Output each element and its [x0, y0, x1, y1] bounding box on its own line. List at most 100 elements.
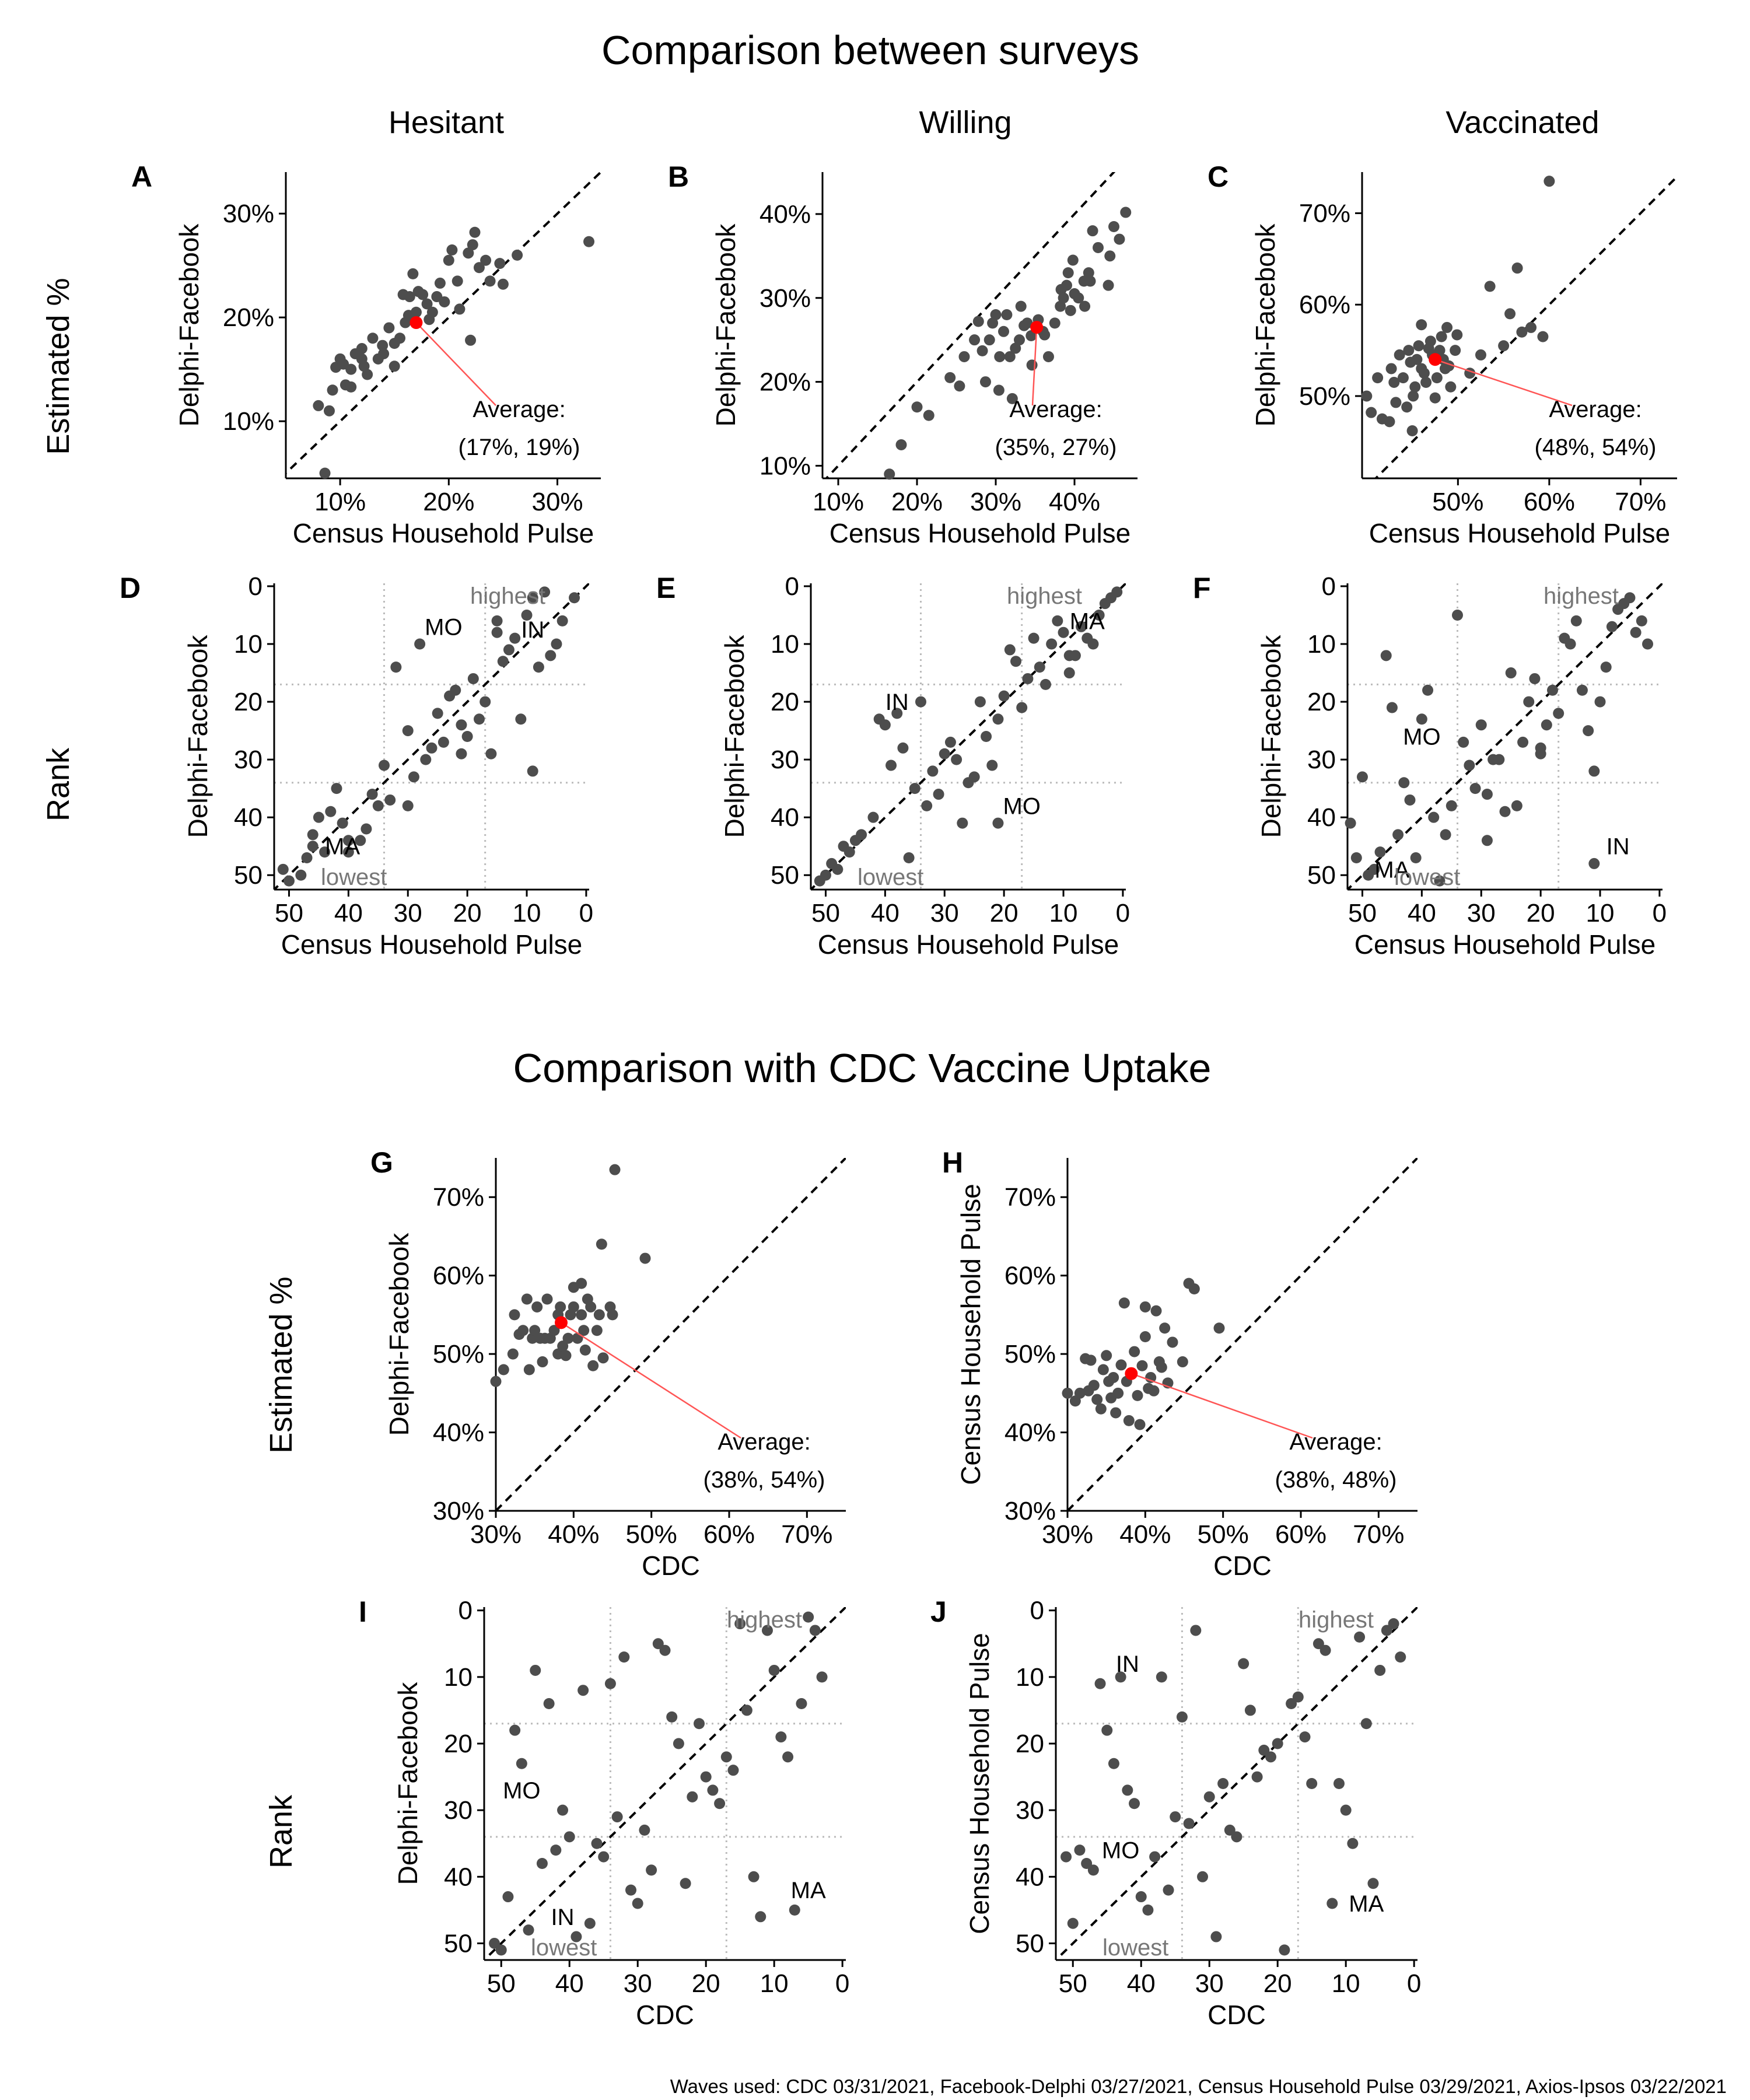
data-point: [491, 626, 503, 638]
data-point: [1084, 275, 1096, 287]
data-point: [408, 771, 419, 783]
corner-label-highest: highest: [1544, 583, 1619, 609]
data-point: [1010, 342, 1021, 354]
x-tick-label: 0: [1653, 899, 1667, 928]
x-tick-label: 30: [624, 1969, 652, 1998]
data-point: [1203, 1791, 1215, 1803]
data-point: [491, 615, 503, 626]
data-point: [345, 363, 357, 375]
data-point: [531, 1301, 543, 1312]
data-point: [485, 748, 497, 760]
data-point: [984, 334, 995, 346]
data-point: [1388, 376, 1400, 388]
data-point: [402, 800, 414, 811]
data-point: [879, 719, 891, 731]
data-point: [383, 322, 395, 334]
data-point: [323, 405, 335, 416]
data-point: [1016, 702, 1028, 713]
data-point: [545, 650, 556, 662]
x-tick-label: 60%: [704, 1520, 755, 1549]
average-leader-line: [1434, 359, 1573, 407]
data-point: [1156, 1362, 1167, 1373]
data-point: [1129, 1346, 1140, 1357]
data-point: [1445, 381, 1457, 393]
y-tick-label: 0: [1030, 1597, 1044, 1625]
data-point: [1231, 1831, 1242, 1843]
data-point: [1381, 1625, 1392, 1636]
data-point: [366, 789, 378, 800]
column-header-willing: Willing: [919, 105, 1012, 140]
y-tick-label: 30%: [223, 200, 274, 228]
state-label-ma: MA: [1374, 857, 1409, 883]
data-point: [1001, 309, 1013, 321]
x-tick-label: 0: [579, 899, 593, 928]
data-point: [1388, 1618, 1399, 1630]
data-point: [456, 748, 467, 760]
data-point: [1087, 225, 1098, 237]
data-point: [1299, 1731, 1311, 1743]
data-point: [981, 731, 992, 742]
state-label-mo: MO: [1003, 793, 1040, 819]
data-point: [741, 1704, 752, 1716]
x-axis-title: Census Household Pulse: [1369, 518, 1671, 548]
data-point: [1464, 760, 1475, 771]
data-point: [1120, 206, 1132, 218]
data-point: [1055, 300, 1066, 312]
data-point: [461, 731, 473, 742]
x-tick-label: 70%: [1615, 488, 1666, 516]
data-point: [1564, 638, 1576, 650]
data-point: [1511, 262, 1523, 274]
data-point: [516, 1758, 527, 1769]
y-axis-title: Delphi-Facebook: [174, 223, 204, 427]
average-label: Average:: [473, 397, 565, 422]
data-point: [585, 1301, 597, 1312]
column-header-vaccinated: Vaccinated: [1446, 105, 1599, 140]
data-point: [1356, 771, 1368, 783]
data-point: [639, 1252, 651, 1264]
data-point: [1386, 702, 1398, 713]
data-point: [1074, 1845, 1086, 1856]
data-point: [1583, 725, 1594, 737]
average-label: Average:: [718, 1429, 810, 1455]
data-point: [426, 306, 438, 318]
data-point: [992, 713, 1004, 725]
data-point: [680, 1878, 691, 1889]
row-label-estimated-top: Estimated %: [41, 278, 76, 454]
data-point: [569, 592, 580, 604]
data-point: [1149, 1851, 1161, 1863]
panel-J: J 50 40 30 20 10 0 0 10 20 30 40 50 CDC Census Househo…: [930, 1595, 1421, 2030]
x-tick-label: 40: [555, 1969, 584, 1998]
data-point: [394, 332, 406, 344]
title-bottom: Comparison with CDC Vaccine Uptake: [513, 1045, 1212, 1091]
y-tick-label: 40: [1307, 803, 1336, 832]
data-point: [1148, 1385, 1160, 1396]
y-axis-title: Census Household Pulse: [956, 1184, 986, 1485]
data-point: [1404, 794, 1416, 806]
data-point: [529, 1325, 541, 1336]
data-point: [921, 800, 933, 811]
data-point: [443, 254, 454, 266]
data-point: [390, 662, 402, 673]
data-point: [1021, 317, 1033, 329]
x-tick-label: 50: [487, 1969, 516, 1998]
average-leader-line: [1130, 1373, 1313, 1439]
state-label-in: IN: [521, 617, 544, 643]
data-point: [639, 1824, 650, 1836]
x-axis-title: CDC: [636, 2000, 694, 2030]
data-point: [283, 875, 295, 887]
data-point: [358, 360, 370, 372]
data-point: [1384, 416, 1395, 428]
data-point: [576, 1309, 587, 1321]
data-point: [1279, 1944, 1290, 1956]
data-point: [720, 1751, 732, 1763]
data-point: [632, 1898, 643, 1909]
average-point: [1429, 353, 1442, 366]
data-point: [1079, 300, 1091, 312]
data-point: [1134, 1419, 1146, 1430]
data-point: [915, 696, 926, 708]
x-tick-label: 30: [1467, 899, 1496, 928]
data-point: [775, 1731, 787, 1743]
y-tick-label: 50%: [1005, 1340, 1056, 1368]
data-point: [972, 316, 984, 327]
